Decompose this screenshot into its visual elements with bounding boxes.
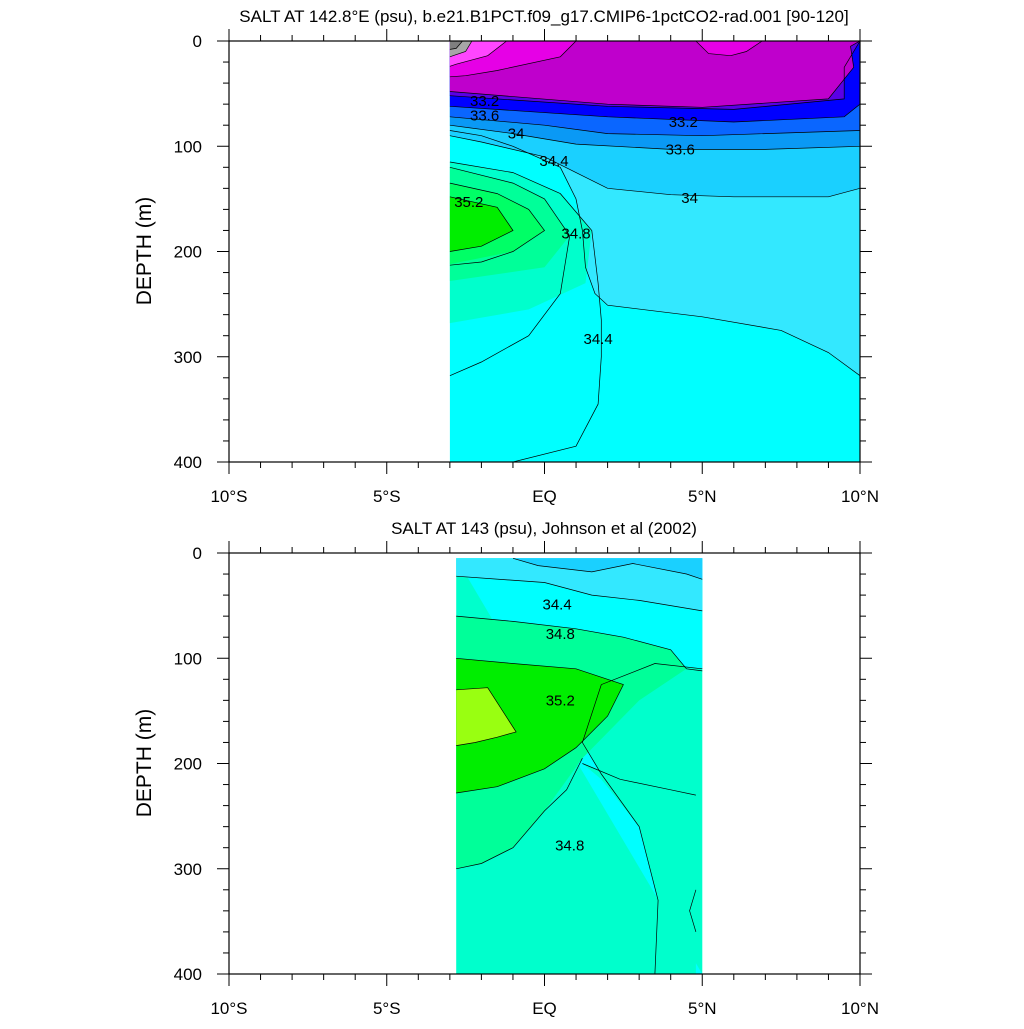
contour-line [449,161,602,462]
contour-line [456,615,703,672]
x-tick-labels: 10°S 5°S EQ 5°N 10°N [210,487,879,506]
y-tick-label: 100 [174,137,202,156]
contour-region [695,41,763,56]
contour-line [449,41,860,110]
y-tick-label: 200 [174,243,202,262]
y-tick-label: 0 [193,32,202,51]
contour-label: 33.6 [666,141,695,158]
y-axis-title: DEPTH (m) [133,709,156,818]
contour-label: 35.2 [454,194,483,211]
panel-observed: SALT AT 143 (psu), Johnson et al (2002) … [133,519,879,1018]
contour-line [449,135,860,198]
x-tick-label: 10°N [841,999,879,1018]
contour-region [456,558,703,611]
contour-label: 33.6 [470,108,499,125]
x-tick-label: EQ [532,999,557,1018]
x-tick-label: 5°S [373,487,401,506]
x-tick-labels: 10°S 5°S EQ 5°N 10°N [210,999,879,1018]
y-tick-label: 400 [174,965,202,984]
axis-ticks [217,29,872,474]
chart-title: SALT AT 143 (psu), Johnson et al (2002) [391,519,697,538]
contour-line [456,575,703,612]
chart-title: SALT AT 142.8°E (psu), b.e21.B1PCT.f09_g… [239,7,848,26]
contour-line [449,196,514,252]
x-tick-label: 10°S [210,999,247,1018]
y-tick-label: 400 [174,453,202,472]
contour-line [449,124,860,150]
x-tick-label: 5°N [688,487,717,506]
contour-region [456,558,703,580]
contour-line [456,657,624,794]
contour-label: 34 [681,190,698,207]
contour-line [449,116,860,137]
x-tick-label: 10°N [841,487,879,506]
contour-lines [456,557,703,974]
contour-region [456,658,624,793]
y-tick-label: 0 [193,544,202,563]
contour-line [512,557,703,580]
contour-label: 34.8 [561,226,590,243]
axis-ticks [217,541,872,986]
contour-line [449,41,463,50]
y-tick-labels: 0 100 200 300 400 [174,32,202,472]
contour-line [449,166,571,377]
contour-line [695,41,763,57]
contour-label: 34.4 [583,331,612,348]
contour-line [449,41,860,108]
contour-label: 34.8 [546,626,575,643]
y-tick-label: 200 [174,755,202,774]
contour-label: 34.4 [539,153,568,170]
contour-line [582,763,696,796]
contour-label: 34.4 [542,597,571,614]
contour-label: 34.8 [555,838,584,855]
contour-region [456,687,517,746]
panel-model: SALT AT 142.8°E (psu), b.e21.B1PCT.f09_g… [133,7,879,506]
contour-label: 33.2 [470,93,499,110]
contour-lines [449,41,860,462]
y-axis-title: DEPTH (m) [133,197,156,306]
contour-line [456,687,517,746]
y-tick-label: 300 [174,348,202,367]
contour-labels: 34.4 34.8 35.2 34.8 [542,597,584,855]
contour-line [449,182,546,266]
contour-line [449,41,507,67]
x-tick-label: 5°S [373,999,401,1018]
contour-region [449,196,513,252]
contour-fills [456,558,703,974]
contour-line [582,663,703,974]
contour-label: 33.2 [669,114,698,131]
x-tick-label: 10°S [210,487,247,506]
contour-line [449,41,577,78]
x-tick-label: EQ [532,487,557,506]
contour-line [449,41,473,58]
contour-line [449,130,860,376]
contour-line [456,758,583,870]
contour-region [449,41,463,50]
contour-line [689,889,697,933]
x-tick-label: 5°N [688,999,717,1018]
contour-label: 35.2 [546,692,575,709]
y-tick-labels: 0 100 200 300 400 [174,544,202,984]
contour-label: 34 [508,126,525,143]
y-tick-label: 100 [174,649,202,668]
contour-line [449,103,860,123]
contour-fills [449,41,860,462]
contour-region [582,763,696,974]
y-tick-label: 300 [174,860,202,879]
